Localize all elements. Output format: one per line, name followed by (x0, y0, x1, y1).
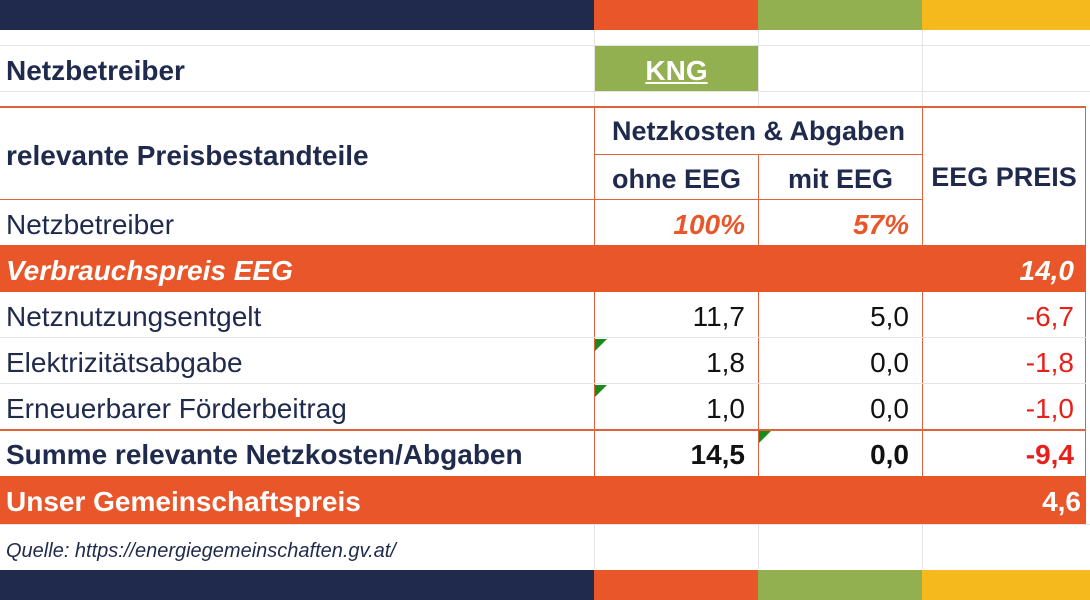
row-with: 0,0 (870, 393, 909, 424)
row-without: 11,7 (692, 301, 745, 332)
top-band-yellow (922, 0, 1090, 30)
sum-without: 14,5 (690, 439, 746, 470)
row-label: Netznutzungsentgelt (6, 301, 262, 332)
pct-row-label: Netzbetreiber (6, 209, 175, 240)
pct-without: 100% (673, 209, 745, 240)
bottom-band-orange (594, 570, 758, 600)
top-band-green (758, 0, 922, 30)
bottom-band-navy (0, 570, 594, 600)
row-price: -6,7 (1025, 301, 1074, 332)
consumer-price-label: Verbrauchspreis EEG (6, 255, 293, 286)
pct-with: 57% (852, 209, 909, 240)
sum-with: 0,0 (870, 439, 909, 470)
row-label: Erneuerbarer Förderbeitrag (6, 393, 347, 424)
operator-label: Netzbetreiber (6, 55, 185, 86)
row-price: -1,8 (1025, 347, 1074, 378)
consumer-price-band (0, 245, 1086, 292)
operator-value-link[interactable]: KNG (645, 55, 708, 86)
sum-price: -9,4 (1025, 439, 1074, 470)
community-price-label: Unser Gemeinschaftspreis (6, 486, 361, 517)
header-eeg-price: EEG PREIS (931, 162, 1077, 192)
bottom-band-yellow (922, 570, 1090, 600)
consumer-price-value: 14,0 (1019, 255, 1075, 286)
table-title: relevante Preisbestandteile (6, 140, 369, 171)
source-note: Quelle: https://energiegemeinschaften.gv… (6, 540, 396, 562)
cell-comment-marker (595, 385, 607, 397)
row-price: -1,0 (1025, 393, 1074, 424)
row-with: 0,0 (870, 347, 909, 378)
row-label: Elektrizitätsabgabe (6, 347, 243, 378)
top-band-orange (594, 0, 758, 30)
row-with: 5,0 (870, 301, 909, 332)
sum-label: Summe relevante Netzkosten/Abgaben (6, 439, 523, 470)
top-band-navy (0, 0, 594, 30)
header-without-eeg: ohne EEG (611, 164, 741, 194)
row-without: 1,8 (706, 347, 745, 378)
header-group: Netzkosten & Abgaben (611, 116, 906, 146)
header-with-eeg: mit EEG (787, 164, 894, 194)
community-price-band (0, 476, 1086, 524)
bottom-band-green (758, 570, 922, 600)
operator-value-cell[interactable] (595, 46, 758, 91)
cell-comment-marker (759, 431, 771, 443)
cell-comment-marker (595, 339, 607, 351)
row-without: 1,0 (706, 393, 745, 424)
community-price-value: 4,6 (1042, 486, 1081, 517)
